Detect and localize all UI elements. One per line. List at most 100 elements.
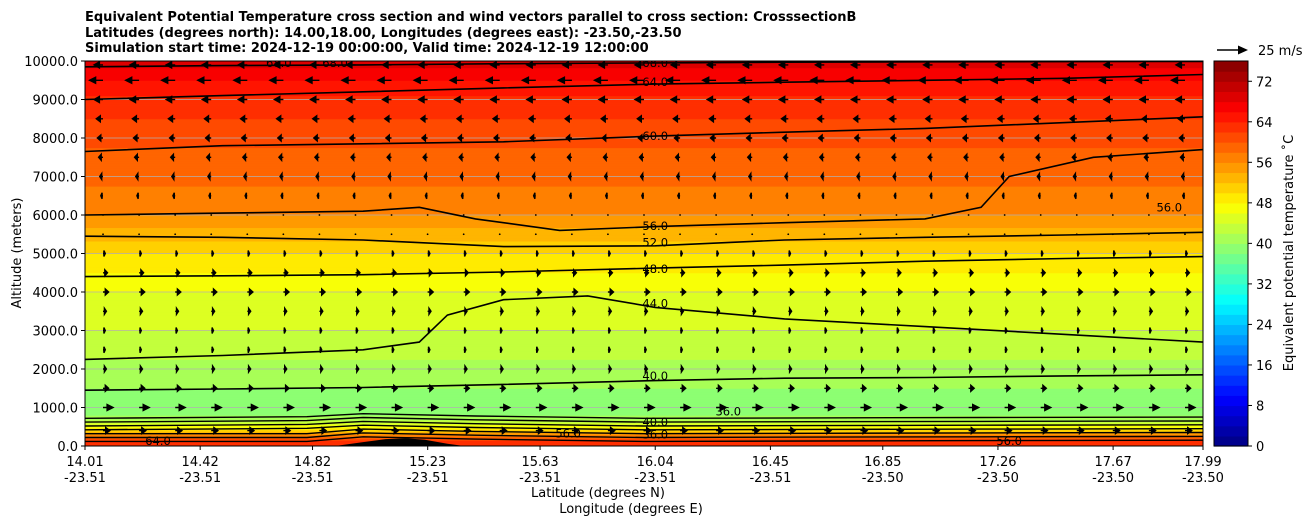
colorbar-segment: [1214, 233, 1248, 244]
wind-vector: [1138, 95, 1149, 104]
wind-vector: [170, 171, 176, 182]
wind-vector: [211, 250, 215, 257]
wind-vector: [319, 403, 332, 412]
colorbar-segment: [1214, 324, 1248, 336]
wind-vector: [607, 403, 620, 412]
wind-vector: [347, 114, 356, 124]
wind-vector: [968, 346, 972, 354]
wind-vector: [535, 363, 541, 375]
wind-vector: [571, 363, 577, 375]
x-tick-label-lon: -23.50: [1182, 471, 1224, 486]
wind-vector: [961, 133, 969, 143]
wind-vector: [160, 76, 176, 85]
wind-vector: [535, 383, 543, 393]
wind-vector: [355, 305, 360, 317]
wind-vector: [644, 327, 647, 334]
wind-vector: [680, 267, 686, 278]
wind-vector: [781, 133, 789, 143]
wind-vector: [752, 346, 756, 354]
wind-vector: [571, 426, 580, 435]
wind-vector: [932, 383, 940, 393]
wind-vector: [849, 95, 861, 104]
wind-vector: [527, 114, 536, 124]
colorbar-segment: [1214, 354, 1248, 366]
wind-vector: [319, 287, 327, 297]
colorbar-segment: [1214, 304, 1248, 315]
wind-vector: [388, 192, 392, 200]
wind-vector: [996, 114, 1005, 124]
wind-vector: [570, 214, 573, 216]
wind-vector: [823, 233, 826, 236]
wind-vector: [824, 327, 828, 334]
wind-vector: [1071, 152, 1077, 163]
wind-vector: [964, 171, 969, 182]
wind-vector: [1181, 192, 1185, 200]
wind-vector: [1185, 426, 1193, 435]
wind-vector: [824, 403, 836, 412]
wind-vector: [680, 426, 688, 435]
wind-vector: [673, 133, 681, 143]
wind-vector: [164, 95, 176, 104]
wind-vector: [607, 214, 609, 216]
colorbar-segment: [1214, 395, 1248, 407]
contour-label: 56.0: [996, 434, 1022, 448]
chart-title: Equivalent Potential Temperature cross s…: [85, 10, 856, 56]
wind-vector: [564, 114, 572, 124]
wind-vector: [174, 233, 177, 236]
wind-vector: [1004, 327, 1008, 334]
wind-vector: [752, 383, 759, 393]
wind-vector: [319, 426, 328, 435]
wind-vector: [275, 114, 284, 124]
wind-vector: [355, 267, 361, 278]
wind-vector: [494, 152, 500, 163]
wind-vector: [244, 192, 248, 200]
wind-vector: [1112, 403, 1125, 412]
colorbar-segment: [1214, 182, 1248, 194]
wind-vector: [932, 287, 940, 297]
colorbar-segment: [1214, 243, 1248, 255]
colorbar-segment: [1214, 364, 1248, 376]
contour-label: 36.0: [642, 427, 668, 441]
wind-vector: [932, 363, 937, 375]
wind-vector: [1112, 305, 1118, 317]
wind-vector: [860, 403, 873, 412]
wind-vector: [535, 403, 548, 412]
wind-vector: [1185, 383, 1192, 393]
wind-vector: [1004, 267, 1011, 278]
wind-vector: [241, 152, 248, 163]
wind-vector: [463, 267, 470, 278]
colorbar-tick-label: 48: [1256, 197, 1273, 212]
wind-vector: [1040, 267, 1047, 278]
contour-labels: 40.0 44.0 48.0 52.0 56.0 60.0 64.0 68.0 68.0 68.0…: [145, 61, 1182, 448]
wind-vector: [604, 192, 608, 200]
wind-vector: [856, 171, 861, 182]
wind-vector: [319, 250, 323, 257]
contour-label: 60.0: [642, 129, 668, 143]
wind-vector: [997, 133, 1005, 143]
wind-vector: [1148, 214, 1150, 216]
y-tick-label: 10000.0: [24, 55, 78, 70]
wind-vector: [607, 267, 614, 278]
wind-vector: [680, 383, 687, 393]
wind-vector: [744, 114, 753, 124]
wind-vector: [1180, 171, 1185, 182]
wind-vector: [352, 192, 356, 200]
wind-vector: [857, 192, 861, 200]
colorbar-segment: [1214, 344, 1248, 356]
wind-vector: [138, 214, 140, 216]
wind-vector: [280, 192, 284, 200]
wind-vector: [386, 152, 392, 163]
wind-vector: [427, 305, 432, 317]
wind-vector: [788, 287, 795, 297]
wind-vector: [746, 152, 753, 163]
x-tick-label-lat: 17.26: [979, 455, 1016, 470]
wind-vector: [422, 152, 428, 163]
wind-vector: [1076, 250, 1080, 257]
wind-vector: [313, 152, 320, 163]
wind-vector: [175, 287, 182, 297]
wind-vector: [535, 267, 542, 278]
wind-vector: [355, 346, 359, 354]
wind-vector: [1000, 171, 1005, 182]
wind-vector: [172, 192, 176, 200]
